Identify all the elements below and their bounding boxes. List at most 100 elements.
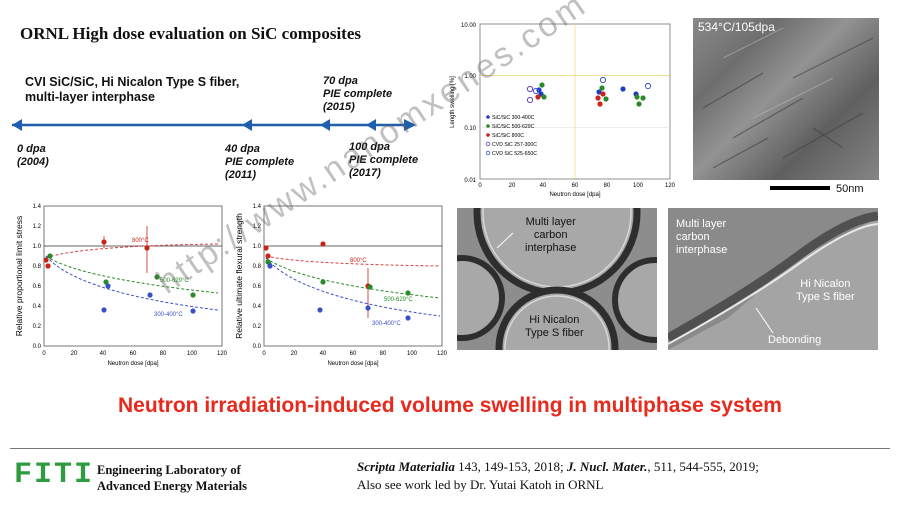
pls-ytick-1: 1.2	[33, 224, 42, 230]
pls-point	[101, 307, 107, 313]
reference-line-1: Scripta Materialia 143, 149-153, 2018; J…	[357, 458, 759, 476]
ufs-xtick-4: 80	[380, 351, 387, 357]
ufs-xtick-6: 120	[437, 351, 448, 357]
swell-ytick-2: 0.10	[464, 126, 476, 132]
pls-label-300: 300-400°C	[154, 312, 183, 318]
fiber-label-left: Hi Nicalon Type S fiber	[525, 314, 584, 339]
ufs-ytick-7: 0.0	[253, 344, 262, 350]
ufs-plot-area	[263, 205, 443, 347]
interphase-label-left: Multi layer carbon interphase	[525, 216, 577, 254]
ufs-ytick-5: 0.4	[253, 304, 262, 310]
interphase-label-right: Multi layer carbon interphase	[676, 218, 728, 256]
swell-point	[526, 96, 534, 104]
ufs-fit-300	[265, 257, 441, 317]
ufs-ytick-6: 0.2	[253, 324, 262, 330]
debonding-label: Debonding	[768, 334, 822, 346]
ufs-ytick-2: 1.0	[253, 244, 262, 250]
swell-xlabel: Neutron dose [dpa]	[549, 192, 600, 198]
tem-micrograph	[693, 18, 879, 180]
ref1-details: 143, 149-153, 2018;	[454, 459, 567, 474]
swell-point	[620, 86, 626, 92]
ufs-point	[317, 307, 323, 313]
timeline-tick-40	[242, 119, 252, 131]
swell-point	[541, 94, 547, 100]
slide-title: ORNL High dose evaluation on SiC composi…	[20, 24, 361, 43]
lab-name-line-2: Advanced Energy Materials	[97, 479, 247, 493]
swell-point	[634, 94, 640, 100]
ref1-journal: Scripta Materialia	[357, 459, 455, 474]
pls-point	[47, 253, 53, 259]
swell-legend-0: SiC/SiC 300-400C	[492, 115, 535, 121]
pls-point	[105, 283, 111, 289]
swell-legend-3: CVD SiC 257-300C	[492, 142, 537, 148]
pls-ytick-0: 1.4	[33, 204, 42, 210]
pls-xtick-2: 40	[100, 351, 107, 357]
timeline-label-70dpa: 70 dpa PIE complete (2015)	[323, 75, 393, 113]
lab-name-line-1: Engineering Laboratory of	[97, 463, 241, 477]
headline: Neutron irradiation-induced volume swell…	[118, 394, 782, 417]
swell-point	[603, 96, 609, 102]
pls-ytick-5: 0.4	[33, 304, 42, 310]
swell-ytick-1: 1.00	[464, 74, 476, 80]
pls-ytick-7: 0.0	[33, 344, 42, 350]
swell-legend-1: SiC/SiC 500-629C	[492, 124, 535, 130]
pls-xtick-1: 20	[71, 351, 78, 357]
pls-xtick-0: 0	[42, 351, 46, 357]
scale-bar	[770, 186, 830, 190]
material-line-2: multi-layer interphase	[25, 90, 155, 104]
reference-line-2: Also see work led by Dr. Yutai Katoh in …	[357, 477, 604, 492]
pls-ytick-3: 0.8	[33, 264, 42, 270]
ufs-ytick-3: 0.8	[253, 264, 262, 270]
lab-logo: FITI	[14, 458, 95, 492]
swell-xtick-1: 20	[509, 183, 516, 189]
references: Scripta Materialia 143, 149-153, 2018; J…	[357, 458, 759, 494]
swell-point	[526, 85, 534, 93]
ref2-details: , 511, 544-555, 2019;	[647, 459, 759, 474]
pls-plot-area	[43, 205, 223, 347]
ufs-ytick-4: 0.6	[253, 284, 262, 290]
swell-ytick-0: 10.00	[461, 23, 477, 29]
ufs-point	[265, 259, 271, 265]
pls-xtick-3: 60	[130, 351, 137, 357]
ufs-label-300: 300-400°C	[372, 321, 401, 327]
ufs-xtick-1: 20	[291, 351, 298, 357]
footer-divider	[10, 448, 890, 449]
pls-label-500: 500-629°C	[160, 278, 189, 284]
swell-point	[596, 89, 602, 95]
timeline-label-40dpa: 40 dpa PIE complete (2011)	[225, 143, 295, 181]
ref2-journal: J. Nucl. Mater.	[566, 459, 648, 474]
pls-point	[147, 292, 153, 298]
pls-fit-500	[45, 255, 219, 294]
ufs-fit-800	[265, 255, 441, 267]
pls-xlabel: Neutron dose [dpa]	[107, 361, 158, 367]
pls-point	[43, 257, 49, 263]
pls-points	[43, 226, 196, 314]
timeline-label-100dpa: 100 dpa PIE complete (2017)	[349, 141, 419, 179]
material-description: CVI SiC/SiC, Hi Nicalon Type S fiber, mu…	[25, 75, 239, 105]
ufs-xlabel: Neutron dose [dpa]	[327, 361, 378, 367]
timeline-arrow	[12, 119, 416, 131]
swell-point	[532, 87, 540, 95]
timeline-tick-0	[12, 119, 22, 131]
pls-fit-300	[45, 255, 219, 311]
pls-xtick-6: 120	[217, 351, 228, 357]
swell-xtick-5: 100	[633, 183, 644, 189]
pls-point	[190, 308, 196, 314]
fiber-cross-section-micrograph: Multi layer carbon interphase Hi Nicalon…	[457, 208, 657, 350]
swell-legend-4: CVD SiC 525-650C	[492, 151, 537, 157]
swell-point	[640, 95, 646, 101]
ufs-ytick-0: 1.4	[253, 204, 262, 210]
swell-point	[599, 85, 605, 91]
swelling-legend: SiC/SiC 300-400C SiC/SiC 500-629C SiC/Si…	[485, 115, 537, 157]
pls-fit-800	[45, 243, 219, 259]
ufs-point	[367, 284, 373, 290]
ufs-point	[405, 290, 411, 296]
swell-xtick-0: 0	[478, 183, 482, 189]
pls-ylabel: Relative proportional limit stress	[14, 216, 24, 336]
timeline-label-0dpa: 0 dpa (2004)	[17, 143, 49, 168]
swell-point	[539, 82, 545, 88]
ufs-point	[365, 305, 371, 311]
swell-ylabel: Length swelling [%]	[450, 76, 456, 128]
swell-point	[644, 82, 652, 90]
